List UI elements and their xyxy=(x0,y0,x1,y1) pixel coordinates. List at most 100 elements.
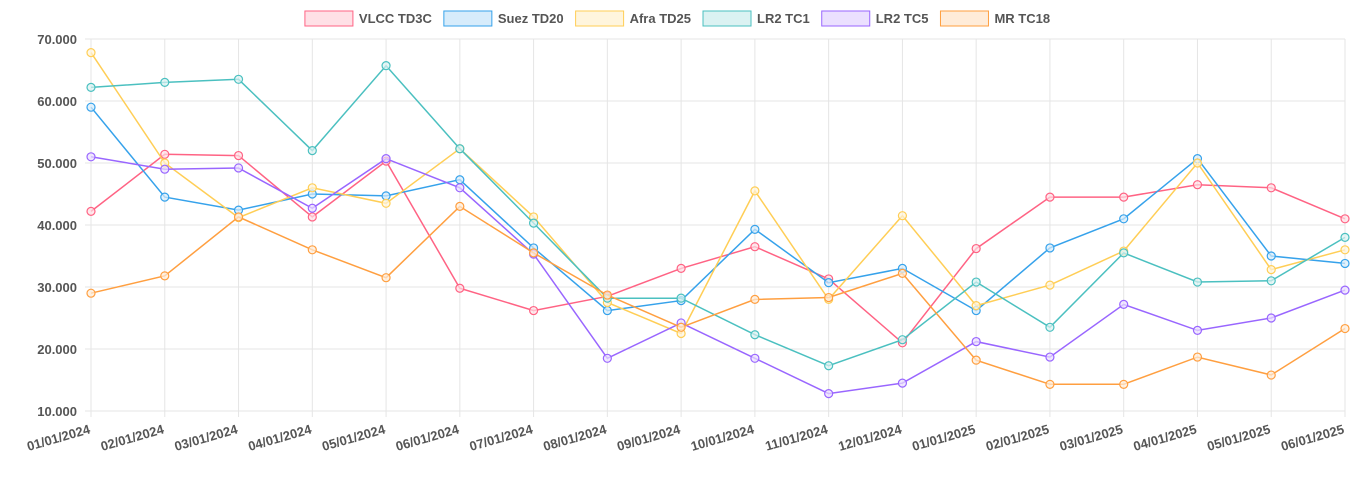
data-point[interactable] xyxy=(233,74,244,84)
data-point[interactable] xyxy=(160,164,170,174)
data-point[interactable] xyxy=(676,322,686,332)
data-point[interactable] xyxy=(381,154,391,164)
data-point[interactable] xyxy=(824,292,834,303)
data-point[interactable] xyxy=(750,186,760,196)
data-point[interactable] xyxy=(455,175,465,185)
data-point[interactable] xyxy=(528,248,539,258)
data-point[interactable] xyxy=(1192,325,1203,335)
data-point[interactable] xyxy=(971,243,981,254)
data-point[interactable] xyxy=(160,77,170,88)
data-point[interactable] xyxy=(160,149,170,159)
data-point[interactable] xyxy=(897,378,908,388)
data-point[interactable] xyxy=(455,144,465,154)
data-point[interactable] xyxy=(1340,258,1350,269)
data-point[interactable] xyxy=(307,183,317,193)
data-point[interactable] xyxy=(160,192,170,202)
data-point[interactable] xyxy=(1266,251,1276,261)
data-point[interactable] xyxy=(1340,285,1350,295)
data-point[interactable] xyxy=(824,389,834,399)
data-point[interactable] xyxy=(86,206,96,216)
data-point[interactable] xyxy=(381,198,391,208)
data-point[interactable] xyxy=(1340,323,1350,334)
data-point[interactable] xyxy=(1266,370,1276,380)
data-point[interactable] xyxy=(455,183,465,193)
grid-lines xyxy=(85,38,1346,417)
data-point[interactable] xyxy=(971,277,981,287)
data-point[interactable] xyxy=(971,336,981,347)
x-tick-label: 09/01/2024 xyxy=(615,421,682,454)
data-point[interactable] xyxy=(1266,183,1276,193)
legend-item-lr2-tc1[interactable]: LR2 TC1 xyxy=(702,10,810,27)
data-point[interactable] xyxy=(750,353,760,363)
data-point[interactable] xyxy=(86,82,96,92)
data-point[interactable] xyxy=(1119,214,1129,224)
data-point[interactable] xyxy=(455,283,465,293)
data-point[interactable] xyxy=(160,271,170,281)
data-point[interactable] xyxy=(528,305,539,316)
data-point[interactable] xyxy=(86,102,96,112)
data-point[interactable] xyxy=(307,245,317,255)
data-point[interactable] xyxy=(381,191,391,201)
data-point[interactable] xyxy=(1192,277,1203,287)
data-point[interactable] xyxy=(676,263,686,273)
data-point[interactable] xyxy=(971,301,981,311)
data-point[interactable] xyxy=(602,290,612,300)
data-point[interactable] xyxy=(1045,280,1055,290)
data-point[interactable] xyxy=(86,48,96,58)
data-point[interactable] xyxy=(602,353,612,363)
data-point[interactable] xyxy=(750,330,760,340)
data-point[interactable] xyxy=(897,211,908,221)
data-point[interactable] xyxy=(86,288,96,298)
data-point[interactable] xyxy=(602,305,612,316)
data-point[interactable] xyxy=(1119,192,1129,202)
data-point[interactable] xyxy=(897,335,908,345)
data-point[interactable] xyxy=(233,163,244,173)
data-point[interactable] xyxy=(1340,232,1350,242)
legend-item-mr-tc18[interactable]: MR TC18 xyxy=(939,10,1050,27)
legend-item-lr2-tc5[interactable]: LR2 TC5 xyxy=(821,10,929,27)
data-point[interactable] xyxy=(1266,276,1276,286)
series-group xyxy=(86,48,1350,399)
data-point[interactable] xyxy=(824,361,834,371)
data-point[interactable] xyxy=(1266,313,1276,323)
data-point[interactable] xyxy=(1192,158,1203,168)
data-point[interactable] xyxy=(381,273,391,283)
data-point[interactable] xyxy=(897,268,908,278)
data-point[interactable] xyxy=(971,355,981,365)
data-point[interactable] xyxy=(1119,248,1129,258)
data-point[interactable] xyxy=(1119,379,1129,389)
x-tick-label: 08/01/2024 xyxy=(541,421,608,454)
data-point[interactable] xyxy=(1045,322,1055,332)
data-point[interactable] xyxy=(1192,180,1203,190)
data-point[interactable] xyxy=(1045,192,1055,202)
data-point[interactable] xyxy=(528,218,539,228)
data-point[interactable] xyxy=(307,212,317,222)
data-point[interactable] xyxy=(1045,243,1055,253)
data-point[interactable] xyxy=(1192,352,1203,362)
legend-item-afra-td25[interactable]: Afra TD25 xyxy=(575,10,691,27)
data-point[interactable] xyxy=(750,224,760,234)
data-point[interactable] xyxy=(676,293,686,303)
data-point[interactable] xyxy=(750,294,760,304)
data-point[interactable] xyxy=(307,203,317,213)
data-point[interactable] xyxy=(1119,299,1129,309)
data-point[interactable] xyxy=(1340,245,1350,255)
y-tick-label: 30.000 xyxy=(37,280,77,295)
data-point[interactable] xyxy=(824,278,834,288)
data-point[interactable] xyxy=(1045,379,1055,389)
data-point[interactable] xyxy=(233,150,244,161)
y-tick-label: 50.000 xyxy=(37,156,77,171)
data-point[interactable] xyxy=(1340,214,1350,224)
x-tick-label: 02/01/2024 xyxy=(99,421,166,454)
data-point[interactable] xyxy=(1266,265,1276,275)
data-point[interactable] xyxy=(86,152,96,162)
data-point[interactable] xyxy=(381,61,391,71)
data-point[interactable] xyxy=(1045,352,1055,362)
legend-item-suez-td20[interactable]: Suez TD20 xyxy=(443,10,564,27)
legend-item-vlcc-td3c[interactable]: VLCC TD3C xyxy=(304,10,433,27)
y-tick-label: 20.000 xyxy=(37,342,77,357)
data-point[interactable] xyxy=(307,146,317,156)
data-point[interactable] xyxy=(233,212,244,222)
data-point[interactable] xyxy=(455,201,465,211)
data-point[interactable] xyxy=(750,242,760,252)
